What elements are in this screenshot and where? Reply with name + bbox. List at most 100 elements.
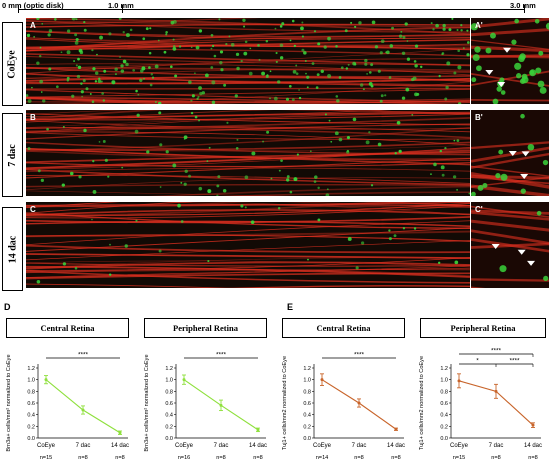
labeled-cell bbox=[398, 34, 403, 38]
labeled-cell bbox=[190, 46, 193, 49]
axon-fiber bbox=[217, 191, 470, 196]
scale-label-mid: 1.0 mm bbox=[108, 1, 134, 10]
labeled-cell bbox=[534, 18, 540, 24]
labeled-cell bbox=[445, 85, 449, 90]
panel-letter-a: A bbox=[30, 21, 36, 30]
scale-tick-mid bbox=[122, 5, 123, 13]
labeled-cell bbox=[295, 64, 298, 67]
significance-label: **** bbox=[354, 352, 365, 359]
scale-line bbox=[18, 9, 524, 10]
labeled-cell bbox=[435, 23, 439, 28]
y-tick-label: 0.8 bbox=[440, 389, 448, 395]
y-tick-label: 0.2 bbox=[27, 424, 35, 430]
axon-fiber bbox=[26, 53, 470, 67]
labeled-cell bbox=[327, 74, 332, 79]
chart-title-tuj-peripheral: Peripheral Retina bbox=[420, 318, 546, 338]
labeled-cell bbox=[400, 30, 403, 33]
labeled-cell bbox=[62, 125, 65, 128]
axon-fiber bbox=[26, 147, 470, 162]
axon-fiber bbox=[26, 261, 470, 270]
labeled-cell bbox=[472, 54, 480, 62]
labeled-cell bbox=[149, 83, 153, 87]
labeled-cell bbox=[244, 175, 249, 180]
labeled-cell bbox=[352, 61, 357, 66]
y-axis-label: Brn3a+ cells/mm² normalized to CoEye bbox=[144, 354, 150, 451]
labeled-cell bbox=[159, 143, 163, 147]
labeled-cell bbox=[37, 169, 41, 173]
labeled-cell bbox=[82, 79, 86, 83]
labeled-cell bbox=[114, 67, 118, 72]
labeled-cell bbox=[514, 18, 519, 24]
labeled-cell bbox=[39, 79, 44, 84]
labeled-cell bbox=[180, 181, 183, 184]
labeled-cell bbox=[78, 175, 82, 179]
labeled-cell bbox=[40, 178, 44, 183]
labeled-cell bbox=[430, 22, 433, 25]
distance-scale-bar: 0 mm (optic disk) 1.0 mm 3.0 mm bbox=[0, 0, 550, 16]
labeled-cell bbox=[251, 151, 256, 156]
labeled-cell bbox=[226, 121, 229, 124]
labeled-cell bbox=[335, 45, 338, 48]
labeled-cell bbox=[276, 80, 281, 84]
panel-letter-c: C bbox=[30, 205, 36, 214]
labeled-cell bbox=[306, 75, 310, 79]
labeled-cell bbox=[389, 44, 394, 48]
labeled-cell bbox=[433, 162, 437, 167]
labeled-cell bbox=[47, 33, 51, 37]
labeled-cell bbox=[411, 114, 414, 116]
labeled-cell bbox=[60, 51, 63, 54]
labeled-cell bbox=[368, 131, 371, 134]
data-point bbox=[357, 401, 361, 405]
labeled-cell bbox=[462, 47, 465, 49]
labeled-cell bbox=[441, 52, 445, 55]
labeled-cell bbox=[301, 35, 304, 38]
labeled-cell bbox=[444, 97, 448, 101]
labeled-cell bbox=[73, 60, 76, 63]
labeled-cell bbox=[285, 97, 290, 101]
axon-fiber bbox=[471, 99, 549, 102]
axon-fiber bbox=[471, 28, 549, 37]
axon-fiber bbox=[26, 234, 470, 242]
labeled-cell bbox=[102, 99, 106, 102]
inset-zoom-image bbox=[471, 110, 549, 196]
labeled-cell bbox=[471, 77, 477, 83]
labeled-cell bbox=[471, 191, 476, 196]
labeled-cell bbox=[442, 23, 446, 28]
arrowhead-marker bbox=[508, 150, 517, 156]
labeled-cell bbox=[210, 33, 214, 37]
sample-size-label: n=8 bbox=[78, 455, 88, 461]
labeled-cell bbox=[78, 48, 83, 53]
labeled-cell bbox=[198, 119, 200, 122]
labeled-cell bbox=[391, 26, 395, 30]
axon-fiber bbox=[26, 126, 470, 133]
labeled-cell bbox=[293, 44, 297, 48]
labeled-cell bbox=[172, 19, 177, 24]
labeled-cell bbox=[172, 38, 175, 41]
labeled-cell bbox=[61, 183, 65, 187]
labeled-cell bbox=[482, 182, 488, 188]
axon-fiber bbox=[26, 230, 470, 238]
labeled-cell bbox=[66, 29, 71, 33]
arrowhead-marker bbox=[517, 249, 526, 255]
labeled-cell bbox=[36, 280, 41, 284]
labeled-cell bbox=[292, 69, 297, 74]
axon-fiber bbox=[26, 35, 470, 50]
labeled-cell bbox=[213, 54, 217, 58]
axon-fiber bbox=[26, 66, 470, 78]
y-tick-label: 0.0 bbox=[27, 436, 35, 442]
labeled-cell bbox=[74, 33, 78, 37]
labeled-cell bbox=[27, 147, 31, 151]
labeled-cell bbox=[280, 159, 283, 163]
labeled-cell bbox=[148, 66, 151, 69]
labeled-cell bbox=[240, 59, 243, 63]
labeled-cell bbox=[295, 72, 299, 75]
labeled-cell bbox=[188, 174, 191, 178]
labeled-cell bbox=[477, 185, 484, 191]
axon-fiber bbox=[26, 146, 470, 170]
labeled-cell bbox=[119, 56, 121, 58]
axon-fiber bbox=[26, 67, 470, 73]
labeled-cell bbox=[275, 60, 278, 63]
labeled-cell bbox=[41, 23, 44, 25]
labeled-cell bbox=[244, 206, 247, 209]
labeled-cell bbox=[125, 33, 130, 38]
